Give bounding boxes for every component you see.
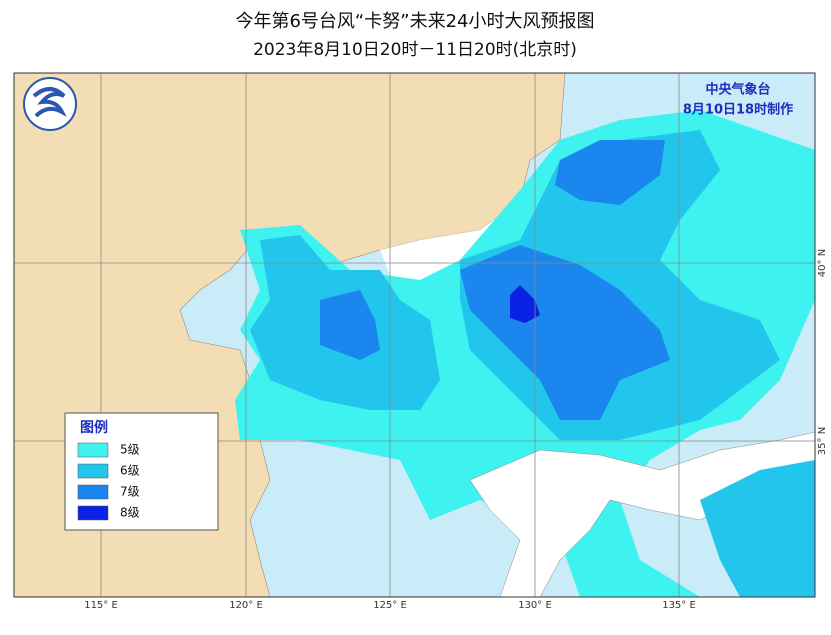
latitude-label: 35° N	[817, 427, 828, 455]
title: 今年第6号台风“卡努”未来24小时大风预报图	[235, 11, 594, 32]
issued: 8月10日18时制作	[683, 102, 793, 118]
legend: 图例 5级 6级 7级 8级	[64, 412, 219, 531]
legend-label: 6级	[120, 464, 140, 478]
legend-swatch	[77, 484, 109, 500]
legend-label: 5级	[120, 443, 140, 457]
longitude-label: 130° E	[518, 600, 552, 611]
longitude-label: 125° E	[373, 600, 407, 611]
legend-swatch	[77, 463, 109, 479]
longitude-label: 115° E	[84, 600, 118, 611]
legend-swatch	[77, 505, 109, 521]
longitude-label: 135° E	[662, 600, 696, 611]
agency: 中央气象台	[705, 82, 770, 98]
legend-title: 图例	[80, 419, 108, 436]
subtitle: 2023年8月10日20时－11日20时(北京时)	[253, 40, 577, 60]
latitude-label: 40° N	[817, 249, 828, 277]
longitude-label: 120° E	[229, 600, 263, 611]
legend-label: 8级	[120, 506, 140, 520]
map	[14, 73, 815, 597]
logo-mark	[32, 87, 67, 118]
legend-label: 7级	[120, 485, 140, 499]
legend-swatch	[77, 442, 109, 458]
